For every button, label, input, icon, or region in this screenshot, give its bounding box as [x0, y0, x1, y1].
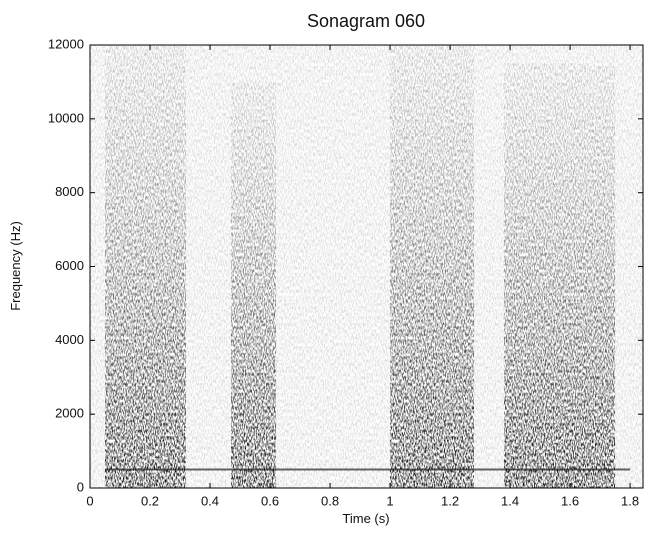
burst: [231, 81, 277, 488]
x-tick-label: 1: [386, 493, 393, 508]
y-tick-label: 0: [77, 479, 84, 494]
x-tick-label: 1.4: [501, 493, 519, 508]
chart-title: Sonagram 060: [307, 11, 425, 31]
y-tick-label: 6000: [55, 258, 84, 273]
y-tick-label: 8000: [55, 184, 84, 199]
x-tick-label: 0.4: [201, 493, 219, 508]
y-tick-label: 12000: [48, 36, 84, 51]
y-axis-label: Frequency (Hz): [8, 221, 23, 311]
x-tick-label: 0.6: [261, 493, 279, 508]
x-tick-label: 0.8: [321, 493, 339, 508]
x-tick-label: 1.8: [621, 493, 639, 508]
burst: [105, 45, 187, 488]
x-tick-label: 0: [86, 493, 93, 508]
y-tick-label: 2000: [55, 406, 84, 421]
x-tick-label: 0.2: [141, 493, 159, 508]
plot-area: [90, 45, 643, 488]
x-tick-label: 1.2: [441, 493, 459, 508]
y-tick-label: 4000: [55, 332, 84, 347]
burst: [504, 63, 616, 488]
x-axis-label: Time (s): [342, 511, 389, 526]
burst: [390, 45, 475, 488]
x-tick-label: 1.6: [561, 493, 579, 508]
y-tick-label: 10000: [48, 110, 84, 125]
